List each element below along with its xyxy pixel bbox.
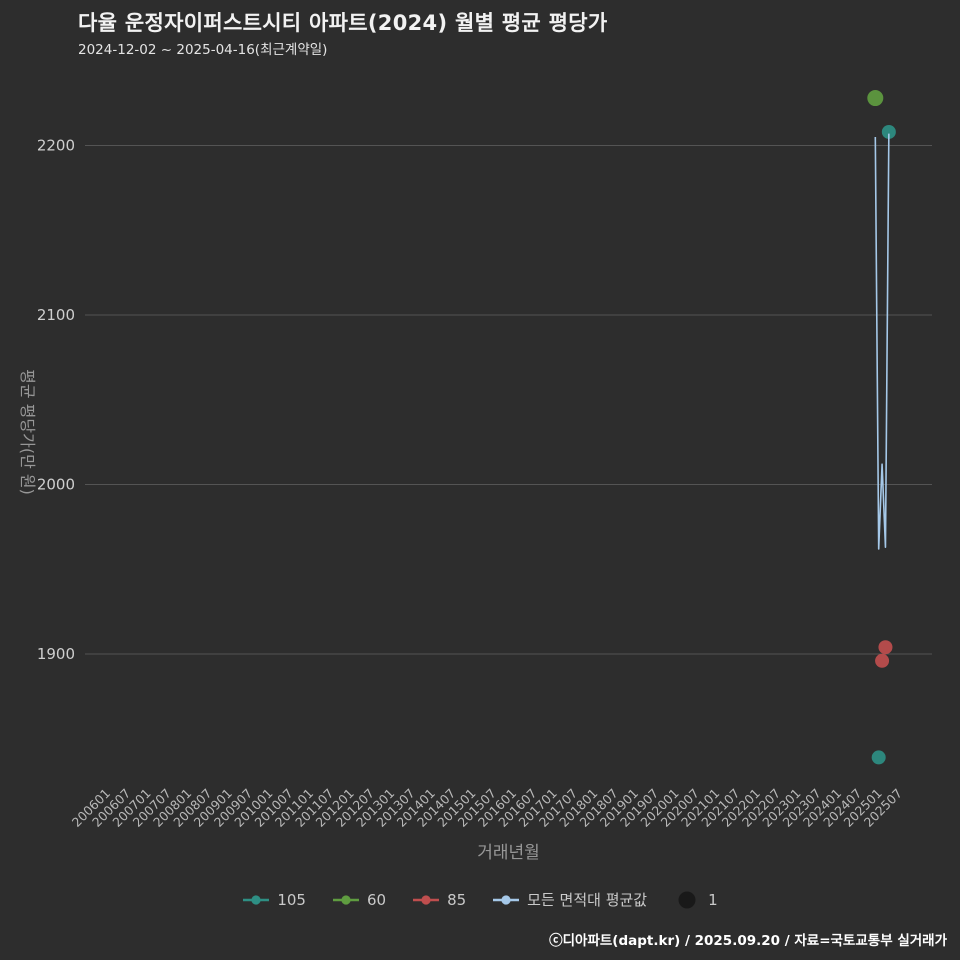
legend-label: 85	[447, 890, 467, 909]
legend-label: 105	[277, 890, 306, 909]
legend-label: 60	[366, 890, 387, 909]
legend-dot-icon	[251, 894, 261, 905]
y-tick-label: 2100	[37, 306, 75, 324]
legend-item-2[interactable]: 60	[332, 891, 386, 909]
legend: 105 60 85 모든 면적대 평균값 1	[0, 889, 960, 910]
data-point-105[interactable]	[881, 124, 896, 139]
legend-item-1[interactable]: 105	[242, 891, 306, 909]
legend-dot-icon	[341, 894, 351, 905]
data-point-105[interactable]	[871, 750, 886, 765]
legend-series-marker-icon	[243, 894, 270, 905]
footer-credit: ⓒ디아파트(dapt.kr) / 2025.09.20 / 자료=국토교통부 실…	[549, 933, 947, 949]
legend-series-marker-icon	[332, 894, 359, 905]
legend-label: 모든 면적대 평균값	[527, 891, 648, 909]
data-point-85[interactable]	[875, 653, 890, 668]
y-axis-title: 평균 평당가(만 원)	[18, 369, 37, 495]
chart-subtitle: 2024-12-02 ~ 2025-04-16(최근계약일)	[78, 42, 328, 58]
legend-item-5[interactable]: 1	[673, 891, 718, 909]
legend-count-dot-icon	[678, 891, 696, 908]
legend-label: 1	[708, 890, 718, 909]
y-tick-label: 2200	[37, 137, 75, 155]
data-point-85[interactable]	[878, 640, 893, 655]
legend-item-4[interactable]: 모든 면적대 평균값	[492, 889, 647, 910]
legend-dot-icon	[501, 894, 511, 905]
legend-series-marker-icon	[493, 894, 520, 905]
avg-line[interactable]	[874, 133, 890, 550]
x-axis-title: 거래년월	[477, 843, 540, 863]
chart-title: 다율 운정자이퍼스트시티 아파트(2024) 월별 평균 평당가	[78, 11, 608, 35]
data-point-60[interactable]	[867, 90, 884, 107]
y-tick-label: 2000	[37, 476, 75, 494]
y-tick-label: 1900	[37, 645, 75, 663]
legend-series-marker-icon	[413, 894, 440, 905]
legend-dot-icon	[421, 894, 431, 905]
legend-item-3[interactable]: 85	[412, 891, 466, 909]
legend-count-marker-icon	[678, 891, 696, 908]
